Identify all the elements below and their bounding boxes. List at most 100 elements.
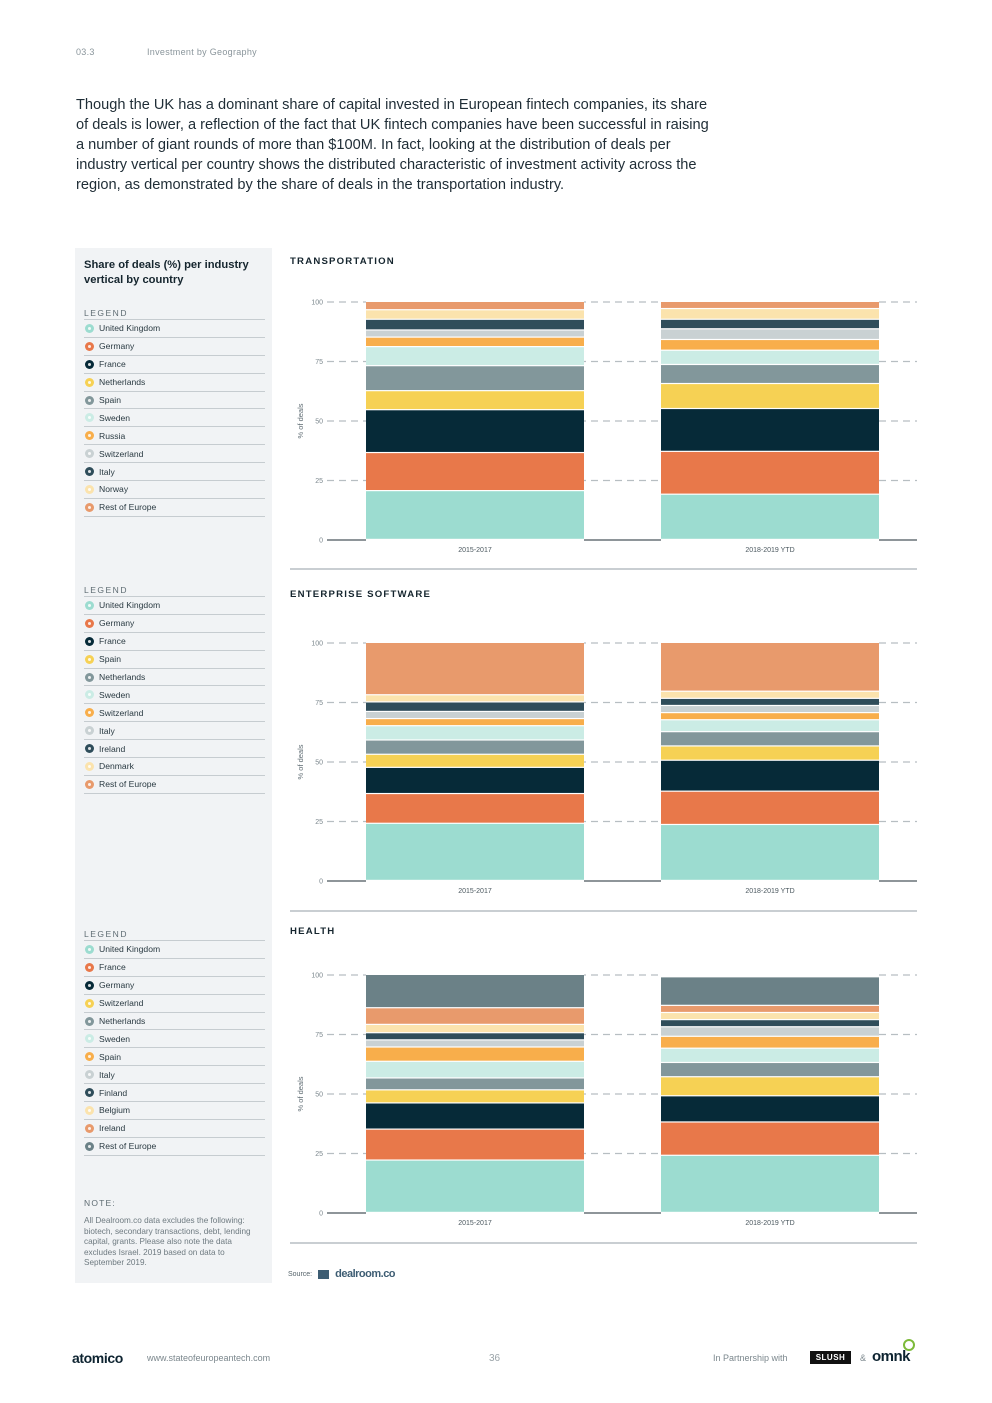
bar-segment-switzerland	[661, 329, 879, 339]
legend-sidebar: Share of deals (%) per industry vertical…	[75, 248, 272, 1283]
bar-segment-switzerland	[366, 1090, 584, 1103]
chart-title-enterprise-software: ENTERPRISE SOFTWARE	[290, 589, 432, 600]
legend-label: United Kingdom	[99, 944, 161, 955]
bar-segment-denmark	[366, 695, 584, 702]
x-tick-label: 2018-2019 YTD	[745, 1220, 794, 1227]
legend-swatch-icon	[85, 359, 94, 369]
y-tick-label: 100	[311, 300, 323, 307]
legend-item-germany: Germany	[84, 338, 265, 356]
bar-segment-netherlands	[366, 1078, 584, 1090]
legend-swatch-icon	[85, 484, 94, 494]
legend-swatch-icon	[85, 672, 94, 682]
legend-swatch-icon	[85, 944, 94, 954]
legend-item-italy: Italy	[84, 1066, 265, 1085]
legend-label: Switzerland	[99, 448, 144, 459]
bar-segment-united-kingdom	[661, 494, 879, 539]
legend-item-france: France	[84, 356, 265, 374]
legend-label: Belgium	[99, 1105, 131, 1116]
footer-url[interactable]: www.stateofeuropeantech.com	[147, 1353, 271, 1363]
bar-segment-spain	[661, 746, 879, 760]
legend-item-norway: Norway	[84, 481, 265, 499]
bar-segment-ireland	[366, 702, 584, 711]
bar-segment-spain	[661, 1036, 879, 1048]
legend-swatch-icon	[85, 341, 94, 351]
legend-item-france: France	[84, 959, 265, 977]
source-brand[interactable]: dealroom.co	[335, 1268, 396, 1280]
source-credit: Source: dealroom.co	[288, 1268, 396, 1280]
chart-health: % of deals 0 25 50 75 100 2015-2017 2018-2019 Y…	[296, 973, 917, 1227]
legend-swatch-icon	[85, 449, 94, 459]
bar-segment-finland	[661, 1020, 879, 1027]
legend-swatch-icon	[85, 1105, 94, 1115]
x-tick-label: 2015-2017	[458, 1220, 492, 1227]
y-tick-label: 75	[315, 359, 323, 366]
note-title: NOTE:	[84, 1198, 116, 1208]
y-axis-label: % of deals	[296, 1076, 305, 1111]
y-tick-label: 50	[315, 760, 323, 767]
bar-segment-germany	[661, 791, 879, 824]
legend-item-spain: Spain	[84, 1048, 265, 1067]
bar-segment-netherlands	[661, 1063, 879, 1077]
chart-divider	[290, 910, 917, 912]
legend-item-ireland: Ireland	[84, 740, 265, 759]
legend-swatch-icon	[85, 654, 94, 664]
bar-segment-italy	[366, 1040, 584, 1047]
bar-segment-finland	[366, 1033, 584, 1040]
legend-item-germany: Germany	[84, 977, 265, 995]
omnk-logo[interactable]: omnk	[872, 1348, 911, 1365]
legend-item-spain: Spain	[84, 651, 265, 669]
legend-label: Rest of Europe	[99, 1141, 157, 1152]
bar-segment-germany	[366, 453, 584, 491]
bar-segment-switzerland	[661, 1077, 879, 1096]
legend-item-united-kingdom: United Kingdom	[84, 941, 265, 959]
bar-segment-united-kingdom	[661, 1155, 879, 1212]
legend-swatch-icon	[85, 779, 94, 789]
legend-label: Italy	[99, 725, 115, 736]
bar-segment-spain	[366, 366, 584, 391]
y-tick-label: 25	[315, 1151, 323, 1158]
x-tick-label: 2015-2017	[458, 888, 492, 895]
bar-segment-germany	[661, 451, 879, 494]
bar-segment-italy	[366, 319, 584, 330]
bar-segment-germany	[366, 1103, 584, 1129]
y-tick-label: 50	[315, 1092, 323, 1099]
legend-label: Germany	[99, 341, 135, 352]
legend-label: Germany	[99, 980, 135, 991]
slush-logo[interactable]: SLUSH	[810, 1351, 851, 1364]
bar-segment-rest-of-europe	[366, 643, 584, 695]
bar-segment-russia	[366, 337, 584, 347]
legend-label: France	[99, 962, 126, 973]
bar-segment-spain	[661, 365, 879, 383]
bar-segment-ireland	[366, 1008, 584, 1024]
legend-swatch-icon	[85, 998, 94, 1008]
legend-swatch-icon	[85, 1070, 94, 1080]
legend-item-sweden: Sweden	[84, 409, 265, 428]
legend-swatch-icon	[85, 761, 94, 771]
legend-item-switzerland: Switzerland	[84, 445, 265, 464]
x-tick-label: 2018-2019 YTD	[745, 888, 794, 895]
y-tick-label: 0	[319, 879, 323, 886]
legend-label: Ireland	[99, 743, 126, 754]
legend-label: United Kingdom	[99, 600, 161, 611]
intro-paragraph: Though the UK has a dominant share of ca…	[76, 97, 709, 193]
legend-swatch-icon	[85, 690, 94, 700]
bar-segment-italy	[366, 712, 584, 718]
chart-divider	[290, 1242, 917, 1244]
bar-segment-france	[366, 767, 584, 793]
legend-label: Italy	[99, 1069, 115, 1080]
y-tick-label: 0	[319, 1211, 323, 1218]
atomico-logo[interactable]: atomico	[72, 1350, 123, 1366]
bar-segment-rest-of-europe	[661, 302, 879, 308]
omnk-logo-icon	[903, 1339, 915, 1351]
bar-segment-rest-of-europe	[366, 975, 584, 1008]
legend-label: Spain	[99, 654, 121, 665]
x-tick-label: 2015-2017	[458, 547, 492, 554]
bar-segment-germany	[661, 1096, 879, 1122]
legend-swatch-icon	[85, 323, 94, 333]
legend-item-netherlands: Netherlands	[84, 669, 265, 687]
legend-label: Germany	[99, 618, 135, 629]
legend-label: Finland	[99, 1087, 128, 1098]
bar-segment-netherlands	[366, 740, 584, 754]
bar-segment-norway	[661, 309, 879, 319]
bar-segment-france	[366, 410, 584, 452]
